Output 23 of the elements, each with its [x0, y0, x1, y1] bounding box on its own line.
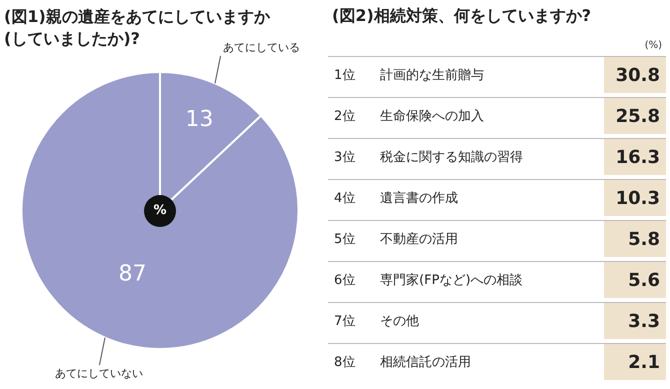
- category-label: 2位 生命保険への加入: [333, 108, 486, 125]
- category-label: 6位 専門家(FPなど)への相談: [333, 272, 524, 289]
- slice-label: あてにしている: [223, 41, 300, 54]
- slice-label: あてにしていない: [55, 367, 143, 380]
- category-label: 3位 税金に関する知識の習得: [333, 149, 524, 166]
- category-label: 8位 相続信託の活用: [333, 354, 472, 371]
- data-label: 10.3: [604, 180, 666, 216]
- text: (%): [644, 40, 662, 51]
- data-label: 3.3: [604, 303, 666, 339]
- text: (図2)相続対策、何をしていますか?: [332, 6, 592, 27]
- data-label: 30.8: [604, 57, 666, 93]
- data-label: 5.6: [604, 262, 666, 298]
- category-label: 7位 その他: [333, 313, 420, 330]
- category-label: 5位 不動産の活用: [333, 231, 460, 248]
- data-label: 25.8: [604, 98, 666, 134]
- data-label: 16.3: [604, 139, 666, 175]
- category-label: 4位 遺言書の作成: [333, 190, 460, 207]
- category-label: 1位 計画的な生前贈与: [333, 67, 486, 84]
- data-label: 13: [185, 107, 214, 132]
- data-label: 2.1: [604, 344, 666, 380]
- data-label: 87: [118, 262, 146, 287]
- pie-slice: [20, 71, 300, 350]
- data-label: 5.8: [604, 221, 666, 257]
